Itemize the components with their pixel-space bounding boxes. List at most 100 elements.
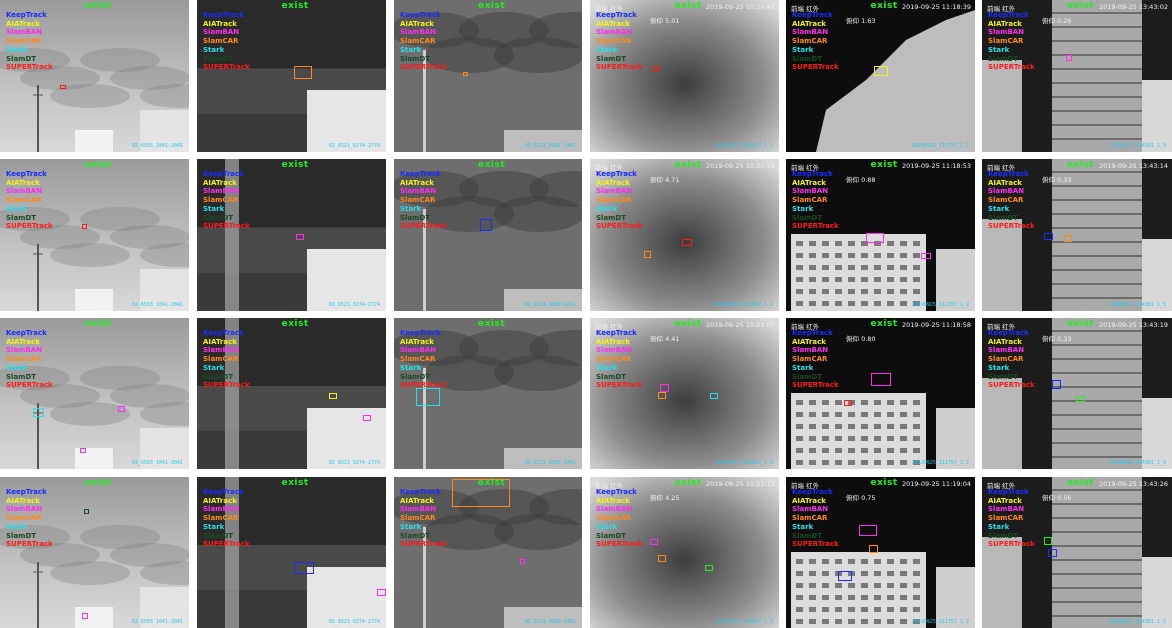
legend-entry: AIATrack <box>792 337 826 346</box>
thermal-scene <box>197 0 386 152</box>
tracker-box <box>859 525 877 536</box>
timestamp: 2019-09-25 11:18:39 <box>901 3 971 11</box>
legend-entry: SlamBAN <box>6 346 43 355</box>
legend-entry: SlamCAR <box>792 37 828 46</box>
tracker-box <box>82 224 87 229</box>
legend-entry: SlamCAR <box>792 355 828 364</box>
legend-entry: SlamBAN <box>203 346 240 355</box>
legend-entry: SlamDT <box>400 54 431 63</box>
legend-entry: Stark <box>400 45 422 54</box>
sequence-stamp: 02_6521_0274-2774 <box>328 460 380 466</box>
tracker-box <box>60 85 66 89</box>
legend-entry: AIATrack <box>6 178 40 187</box>
legend-entry: KeepTrack <box>988 170 1029 178</box>
sequence-stamp: 02_6521_0982-2461 <box>524 143 576 149</box>
legend-entry: SlamCAR <box>596 196 632 205</box>
legend-entry: AIATrack <box>203 178 237 187</box>
thermal-scene <box>394 477 582 628</box>
legend-entry: SUPERTrack <box>203 222 250 231</box>
pitch-angle: 俯仰 1.63 <box>846 17 876 25</box>
tracker-box <box>705 565 713 571</box>
camera-label: 前端 红外 <box>987 482 1016 490</box>
legend-entry: SlamDT <box>6 54 37 63</box>
legend-entry: SUPERTrack <box>792 222 839 231</box>
sequence-stamp: 20190925_134301_1_5 <box>1108 143 1166 149</box>
exist-label: exist <box>674 1 702 11</box>
legend-entry: Stark <box>596 45 618 54</box>
legend-entry: Stark <box>596 363 618 372</box>
legend-entry: SlamDT <box>792 54 823 63</box>
camera-label: 前端 红外 <box>987 164 1016 172</box>
legend-entry: SlamCAR <box>988 196 1024 205</box>
legend-entry: SlamBAN <box>596 346 633 355</box>
tracking-frame: KeepTrack AIATrack SlamBAN SlamCAR Stark Slam… <box>0 0 189 152</box>
legend-entry: Stark <box>6 522 28 531</box>
legend-entry: SUPERTrack <box>792 540 839 549</box>
exist-label: exist <box>281 478 309 488</box>
legend-entry: SUPERTrack <box>400 222 447 231</box>
legend-entry: SUPERTrack <box>988 222 1035 231</box>
legend-entry: SlamBAN <box>792 28 829 37</box>
tracker-legend: KeepTrack AIATrack SlamBAN SlamCAR Stark Slam… <box>400 11 447 72</box>
tracker-box <box>682 239 692 246</box>
tracker-box <box>874 66 888 76</box>
exist-label: exist <box>478 160 506 170</box>
exist-label: exist <box>870 1 898 11</box>
legend-entry: AIATrack <box>400 496 434 505</box>
legend-entry: SlamBAN <box>596 28 633 37</box>
legend-entry: SlamCAR <box>988 514 1024 523</box>
legend-entry: SlamBAN <box>400 346 437 355</box>
sequence-stamp: 20190925_102027_1_2 <box>715 302 773 308</box>
legend-entry: SlamBAN <box>6 187 43 196</box>
tracker-legend: KeepTrack AIATrack SlamBAN SlamCAR Stark Slam… <box>596 11 643 72</box>
legend-entry: AIATrack <box>596 337 630 346</box>
tracker-box <box>294 66 312 79</box>
tracker-box <box>118 406 125 412</box>
tracker-legend: KeepTrack AIATrack SlamBAN SlamCAR Stark Slam… <box>203 488 250 549</box>
legend-entry: SUPERTrack <box>400 381 447 390</box>
legend-entry: SUPERTrack <box>6 222 53 231</box>
legend-entry: Stark <box>203 204 225 213</box>
legend-entry: KeepTrack <box>400 488 441 496</box>
tracker-box <box>869 545 878 553</box>
legend-entry: AIATrack <box>400 19 434 28</box>
legend-entry: SlamCAR <box>6 514 42 523</box>
tracker-box <box>710 393 718 399</box>
tracking-frame: KeepTrack AIATrack SlamBAN SlamCAR Stark Slam… <box>590 159 779 311</box>
legend-entry: Stark <box>6 45 28 54</box>
legend-entry: KeepTrack <box>792 11 833 19</box>
tracker-box <box>658 392 666 399</box>
thermal-scene <box>590 0 779 152</box>
legend-entry: KeepTrack <box>400 11 441 19</box>
sequence-stamp: 02_6521_0274-2774 <box>328 302 380 308</box>
legend-entry: SUPERTrack <box>988 381 1035 390</box>
legend-entry: AIATrack <box>596 178 630 187</box>
tracker-box <box>377 589 386 596</box>
pitch-angle: 俯仰 0.33 <box>1042 176 1072 184</box>
legend-entry: SlamBAN <box>792 346 829 355</box>
legend-entry: Stark <box>203 363 225 372</box>
legend-entry: SlamBAN <box>988 28 1025 37</box>
tracker-box <box>416 388 440 406</box>
tracker-box <box>33 408 44 417</box>
legend-entry: SUPERTrack <box>6 540 53 549</box>
legend-entry: SlamBAN <box>400 28 437 37</box>
legend-entry: Stark <box>400 363 422 372</box>
thermal-scene <box>982 318 1172 469</box>
legend-entry: SlamBAN <box>6 28 43 37</box>
legend-entry: KeepTrack <box>792 329 833 337</box>
tracking-frame: KeepTrack AIATrack SlamBAN SlamCAR Stark Slam… <box>982 318 1172 469</box>
tracker-box <box>1076 396 1085 402</box>
legend-entry: KeepTrack <box>792 488 833 496</box>
legend-entry: SlamCAR <box>203 355 239 364</box>
legend-entry: SlamDT <box>6 213 37 222</box>
camera-label: 前端 红外 <box>791 164 820 172</box>
tracker-box <box>844 400 852 406</box>
legend-entry: SlamBAN <box>203 28 240 37</box>
camera-label: 前端 红外 <box>595 323 624 331</box>
tracking-frame: KeepTrack AIATrack SlamBAN SlamCAR Stark Slam… <box>197 477 386 628</box>
tracking-frame: KeepTrack AIATrack SlamBAN SlamCAR Stark Slam… <box>590 477 779 628</box>
legend-entry: AIATrack <box>203 19 237 28</box>
exist-label: exist <box>870 160 898 170</box>
tracker-box <box>1044 537 1052 545</box>
